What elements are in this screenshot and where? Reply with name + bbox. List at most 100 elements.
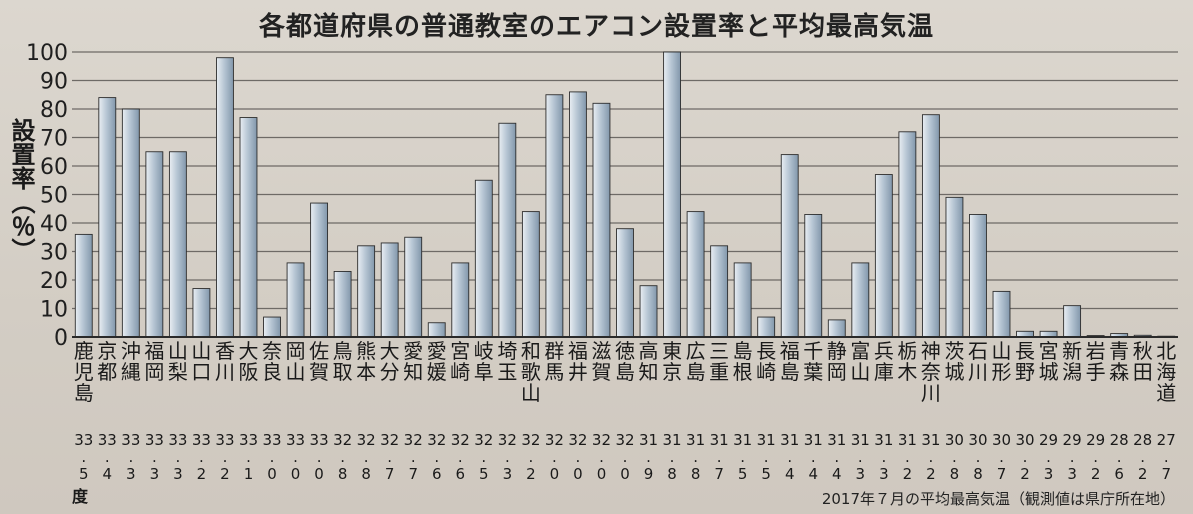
temperature-label: 33. 5: [74, 431, 93, 483]
temperature-label: 31. 5: [733, 431, 752, 483]
y-axis-ticks: 0 10 20 30 40 50 60 70 80 90 100: [26, 41, 68, 351]
bar: [474, 179, 493, 338]
bar: [239, 117, 258, 338]
category-label: 長崎: [756, 339, 776, 384]
bar: [663, 51, 681, 338]
category-label: 山口: [191, 339, 211, 384]
category-label: 長野: [1015, 339, 1035, 384]
temperature-label: 30. 2: [1015, 431, 1034, 483]
temperature-label: 32. 2: [521, 431, 540, 483]
category-label: 岩手: [1086, 339, 1106, 384]
temperature-label: 33. 3: [121, 431, 140, 483]
bar: [569, 91, 587, 338]
category-label: 栃木: [897, 339, 917, 384]
category-labels: 鹿児島京都沖縄福岡山梨山口香川大阪奈良岡山佐賀鳥取熊本大分愛知愛媛宮崎岐阜埼玉和…: [74, 339, 1176, 405]
temperature-label: 31. 3: [874, 431, 893, 483]
bar: [1063, 305, 1082, 338]
bar: [851, 262, 870, 338]
category-label: 和歌山: [521, 339, 541, 405]
category-label: 富山: [850, 339, 870, 384]
temperature-label: 27. 7: [1157, 431, 1176, 483]
category-label: 高知: [639, 339, 659, 384]
temperature-label: 33. 2: [192, 431, 211, 483]
temperature-label: 32. 6: [451, 431, 470, 483]
temperature-label: 33. 0: [286, 431, 305, 483]
category-label: 三重: [709, 339, 729, 384]
category-label: 宮崎: [450, 339, 470, 384]
y-tick-label: 100: [26, 41, 68, 66]
bar: [333, 271, 352, 338]
temperature-label: 28. 2: [1133, 431, 1152, 483]
category-label: 滋賀: [591, 339, 611, 384]
bar: [757, 316, 776, 338]
y-axis-label: 設置率（％）: [7, 118, 35, 262]
category-label: 神奈川: [921, 339, 941, 405]
category-label: 大分: [380, 339, 400, 384]
category-label: 京都: [97, 339, 117, 384]
category-label: 広島: [686, 339, 706, 384]
y-tick-label: 10: [40, 298, 68, 323]
category-label: 大阪: [238, 339, 258, 384]
y-tick-label: 70: [40, 127, 68, 152]
category-label: 福島: [780, 339, 800, 384]
category-label: 北海道: [1156, 339, 1176, 405]
bars: [74, 51, 1176, 338]
bar: [310, 202, 329, 338]
temperature-label: 32. 0: [592, 431, 611, 483]
temperature-label: 32. 8: [357, 431, 376, 483]
y-tick-label: 50: [40, 184, 68, 209]
y-tick-label: 0: [54, 326, 68, 351]
bar: [639, 285, 658, 338]
bar: [969, 213, 987, 338]
temperature-label: 33. 0: [310, 431, 329, 483]
temperature-label: 31. 2: [921, 431, 940, 483]
bar: [263, 316, 281, 338]
temperature-label: 31. 4: [780, 431, 799, 483]
bar: [545, 94, 564, 338]
category-label: 静岡: [827, 339, 847, 384]
temperature-label: 30. 7: [992, 431, 1011, 483]
temperature-label: 31. 4: [827, 431, 846, 483]
category-label: 新潟: [1062, 339, 1082, 384]
temperature-label: 29. 3: [1039, 431, 1058, 483]
category-label: 沖縄: [121, 339, 141, 384]
bar: [733, 262, 752, 338]
category-label: 鳥取: [333, 339, 353, 384]
category-label: 宮城: [1039, 339, 1059, 384]
bar: [168, 151, 187, 338]
category-label: 島根: [733, 339, 753, 384]
category-label: 石川: [968, 339, 988, 384]
bar: [710, 245, 729, 338]
temperature-label: 32. 6: [427, 431, 446, 483]
bar: [404, 236, 423, 338]
temperature-label: 32. 3: [498, 431, 517, 483]
temperature-label: 33. 3: [145, 431, 164, 483]
temperature-label: 32. 7: [380, 431, 399, 483]
temperature-label: 31. 9: [639, 431, 658, 483]
bar: [945, 196, 964, 338]
category-label: 愛知: [403, 339, 423, 384]
temperature-label: 31. 8: [663, 431, 682, 483]
footnote: 2017年７月の平均最高気温（観測値は県庁所在地）: [821, 490, 1175, 508]
temperature-label: 32. 0: [545, 431, 564, 483]
bar: [874, 174, 893, 338]
bar: [592, 102, 611, 338]
temperature-label: 33. 1: [239, 431, 258, 483]
temperature-label: 31. 5: [757, 431, 776, 483]
temperature-label: 28. 6: [1110, 431, 1129, 483]
bar: [827, 319, 846, 338]
bar: [521, 211, 540, 338]
bar: [992, 290, 1011, 338]
bar: [74, 233, 93, 338]
bar: [451, 262, 470, 338]
category-label: 東京: [662, 339, 682, 384]
bar: [921, 114, 940, 338]
y-tick-label: 90: [40, 70, 68, 95]
temperature-label: 31. 7: [710, 431, 729, 483]
category-label: 佐賀: [309, 339, 329, 384]
temperature-label: 32. 8: [333, 431, 352, 483]
category-label: 奈良: [262, 339, 282, 384]
temperature-label: 33. 0: [262, 431, 281, 483]
temperature-label: 33. 2: [215, 431, 234, 483]
